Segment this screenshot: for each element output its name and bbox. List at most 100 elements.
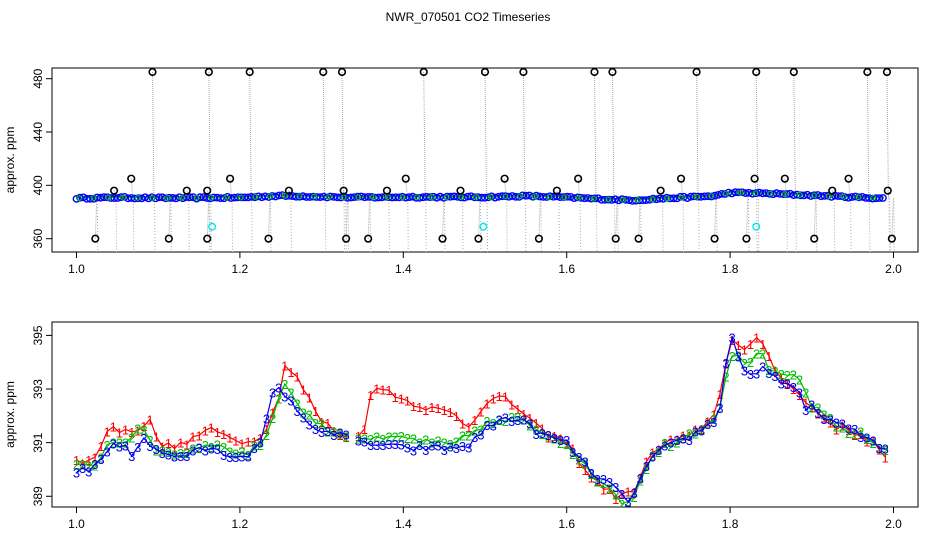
series-marker-3: 3 [520, 413, 527, 428]
x-tick-label: 2.0 [885, 517, 902, 531]
series-marker-2: 2 [134, 422, 141, 437]
series-marker-1: 1 [422, 403, 429, 418]
top-plot-area [72, 68, 896, 252]
data-point-green [370, 194, 377, 201]
series-marker-2: 2 [214, 437, 221, 452]
data-point-green [340, 194, 347, 201]
series-marker-1: 1 [336, 428, 343, 443]
series-marker-2: 2 [882, 443, 889, 458]
data-point-green [208, 194, 215, 201]
spike-line [208, 71, 211, 198]
series-marker-3: 3 [643, 459, 650, 474]
outlier-point [480, 68, 490, 77]
series-marker-3: 3 [784, 377, 791, 392]
x-tick-label: 1.6 [558, 262, 575, 276]
series-marker-3: 3 [159, 446, 166, 461]
series-marker-2: 2 [630, 490, 637, 505]
series-marker-2: 2 [361, 432, 368, 447]
series-marker-3: 3 [220, 448, 227, 463]
series-marker-3: 3 [637, 471, 644, 486]
series-marker-2: 2 [177, 446, 184, 461]
data-point-green [634, 197, 641, 203]
series-marker-1: 1 [324, 416, 331, 431]
spike-line [231, 197, 234, 252]
data-point [879, 194, 887, 202]
series-marker-1: 1 [208, 421, 215, 436]
series-marker-3: 3 [857, 430, 864, 445]
data-point-green [399, 194, 406, 201]
data-point-green [326, 194, 332, 200]
series-marker-3: 3 [661, 438, 668, 453]
spike-line [345, 197, 347, 252]
series-marker-1: 1 [122, 422, 129, 437]
data-point-green [531, 193, 538, 200]
series-marker-2: 2 [618, 497, 625, 512]
series-marker-1: 1 [257, 431, 264, 446]
series-marker-1: 1 [116, 426, 123, 441]
series-marker-2: 2 [483, 414, 490, 429]
series-marker-2: 2 [122, 436, 129, 451]
series-marker-1: 1 [704, 414, 711, 429]
series-marker-2: 2 [820, 407, 827, 422]
outlier-point [608, 68, 617, 77]
series-marker-3: 3 [293, 404, 300, 419]
series-marker-1: 1 [490, 392, 497, 407]
x-tick-label: 2.0 [885, 262, 902, 276]
series-line-2 [76, 352, 886, 505]
series-marker-2: 2 [336, 426, 343, 441]
series-marker-2: 2 [845, 426, 852, 441]
series-marker-1: 1 [759, 337, 766, 352]
spike-line [477, 197, 481, 239]
series-marker-1: 1 [747, 337, 754, 352]
data-point-green [796, 191, 803, 198]
series-marker-1: 1 [814, 406, 821, 421]
outlier-point [226, 174, 235, 183]
series-marker-3: 3 [171, 449, 178, 464]
data-point-green [267, 193, 274, 200]
series-marker-1: 1 [857, 427, 864, 442]
data-point-green [781, 191, 788, 198]
y-tick-label: 389 [31, 486, 45, 506]
spike-line [290, 195, 292, 252]
series-marker-2: 2 [765, 363, 772, 378]
series-marker-2: 2 [293, 396, 300, 411]
series-marker-3: 3 [391, 437, 398, 452]
outlier-point [127, 174, 136, 183]
series-marker-3: 3 [103, 445, 110, 460]
outlier-point [780, 174, 789, 183]
data-point-green [576, 195, 582, 201]
series-marker-2: 2 [251, 438, 258, 453]
series-marker-1: 1 [428, 400, 435, 415]
series-marker-3: 3 [569, 445, 576, 460]
series-marker-2: 2 [379, 432, 386, 447]
series-marker-3: 3 [820, 412, 827, 427]
data-point-green [840, 193, 847, 200]
data-point-green [193, 195, 200, 201]
series-marker-1: 1 [502, 390, 509, 405]
series-marker-1: 1 [220, 427, 227, 442]
series-marker-1: 1 [306, 391, 313, 406]
series-marker-2: 2 [342, 429, 349, 444]
series-marker-1: 1 [447, 405, 454, 420]
series-marker-3: 3 [869, 433, 876, 448]
series-marker-2: 2 [833, 420, 840, 435]
outlier-point [676, 174, 686, 183]
data-point-green [105, 194, 112, 201]
series-marker-2: 2 [110, 435, 117, 450]
spike-line [714, 195, 717, 239]
series-marker-2: 2 [183, 446, 190, 461]
series-marker-1: 1 [882, 450, 889, 465]
y-axis-label: approx. ppm [3, 127, 17, 194]
series-marker-3: 3 [704, 417, 711, 432]
series-marker-2: 2 [232, 446, 239, 461]
spike-line [611, 71, 615, 200]
series-marker-1: 1 [845, 423, 852, 438]
series-marker-3: 3 [551, 431, 558, 446]
series-marker-3: 3 [73, 465, 80, 480]
y-tick-label: 360 [31, 228, 45, 248]
series-marker-2: 2 [526, 419, 533, 434]
series-marker-2: 2 [459, 428, 466, 443]
series-marker-1: 1 [551, 429, 558, 444]
data-point [460, 193, 469, 202]
series-marker-2: 2 [612, 488, 619, 503]
